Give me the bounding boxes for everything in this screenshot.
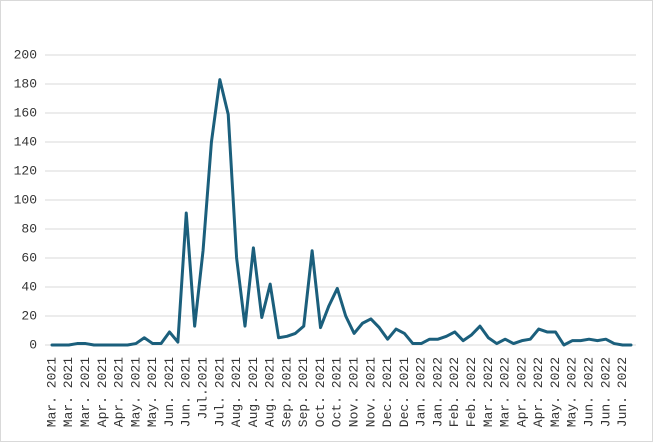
x-tick-label: Feb. 2022 (464, 357, 479, 427)
y-tick-label: 100 (14, 192, 37, 207)
y-tick-label: 20 (21, 308, 37, 323)
x-tick-label: Jan. 2022 (430, 357, 445, 427)
y-tick-label: 40 (21, 279, 37, 294)
x-tick-label: Aug. 2021 (263, 357, 278, 427)
y-tick-label: 180 (14, 76, 37, 91)
x-tick-label: Apr. 2022 (531, 357, 546, 427)
x-tick-label: Apr. 2021 (95, 357, 110, 427)
x-tick-label: Apr. 2022 (514, 357, 529, 427)
x-tick-label: Jun. 2021 (179, 357, 194, 427)
x-tick-label: Feb. 2022 (447, 357, 462, 427)
y-tick-label: 60 (21, 250, 37, 265)
x-tick-label: Dec. 2021 (397, 357, 412, 427)
x-tick-label: May. 2022 (548, 357, 563, 427)
y-tick-label: 200 (14, 47, 37, 62)
x-tick-label: Jun. 2022 (598, 357, 613, 427)
x-tick-label: May. 2021 (128, 357, 143, 427)
y-tick-label: 120 (14, 163, 37, 178)
x-tick-label: Mar. 2022 (498, 357, 513, 427)
x-tick-label: Jul. 2021 (212, 357, 227, 427)
x-tick-label: May. 2021 (145, 357, 160, 427)
x-tick-label: Mar. 2021 (61, 357, 76, 427)
x-tick-label: Nov. 2021 (347, 357, 362, 427)
x-tick-label: Nov. 2021 (363, 357, 378, 427)
x-tick-label: Mar. 2021 (44, 357, 59, 427)
x-tick-label: Oct. 2021 (313, 357, 328, 427)
x-tick-label: Mar. 2021 (78, 357, 93, 427)
y-tick-label: 0 (29, 337, 37, 352)
x-tick-label: Aug. 2021 (246, 357, 261, 427)
x-tick-label: Jul.2021 (195, 357, 210, 420)
x-tick-label: Mar. 2022 (481, 357, 496, 427)
x-tick-label: May. 2022 (565, 357, 580, 427)
x-tick-label: Jun. 2022 (581, 357, 596, 427)
x-tick-label: Dec. 2021 (380, 357, 395, 427)
x-tick-label: Apr. 2021 (112, 357, 127, 427)
y-tick-label: 160 (14, 105, 37, 120)
data-line (50, 78, 633, 347)
x-tick-label: Sep. 2021 (279, 357, 294, 427)
x-tick-label: Jan. 2022 (414, 357, 429, 427)
x-tick-label: Oct. 2021 (330, 357, 345, 427)
x-tick-label: Jun. 2021 (162, 357, 177, 427)
y-tick-label: 80 (21, 221, 37, 236)
y-tick-label: 140 (14, 134, 37, 149)
x-tick-label: Jun. 2022 (615, 357, 630, 427)
x-tick-label: Sep. 2021 (296, 357, 311, 427)
x-tick-label: Aug. 2021 (229, 357, 244, 427)
